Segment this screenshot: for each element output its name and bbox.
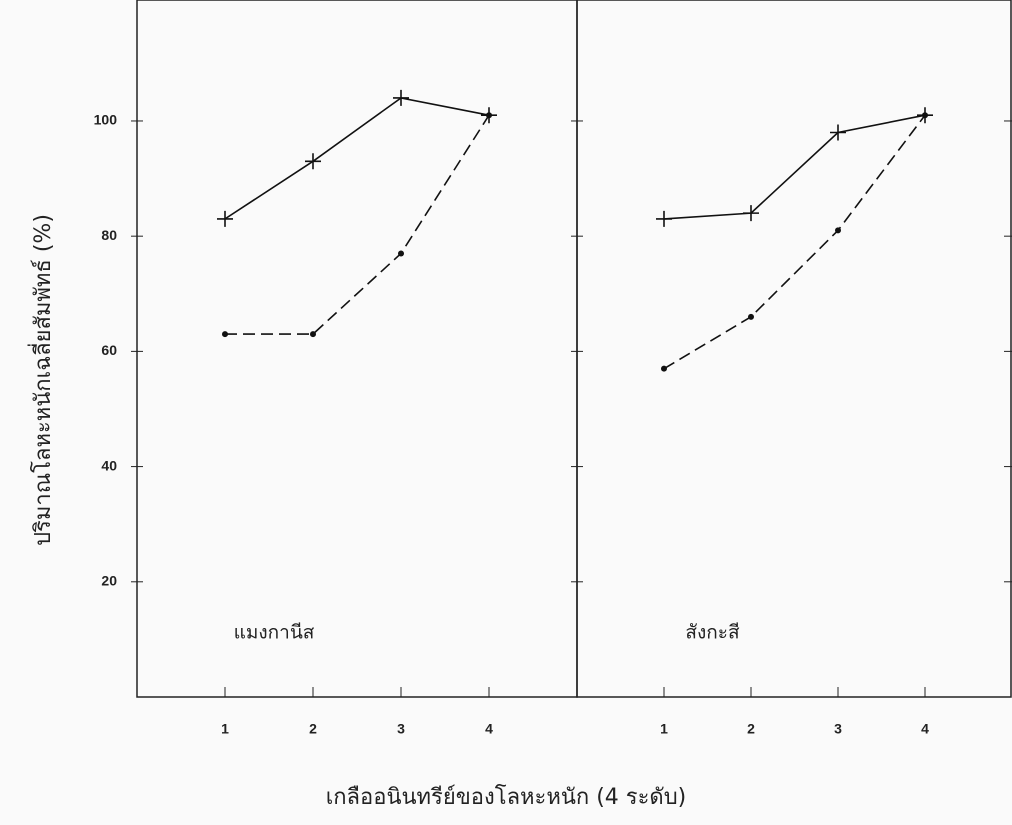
x-axis-label: เกลืออนินทรีย์ของโลหะหนัก (4 ระดับ) [326, 784, 687, 810]
point [222, 331, 228, 337]
point [398, 250, 404, 256]
panel-label: แมงกานีส [234, 622, 315, 644]
panel-label: สังกะสี [685, 622, 740, 644]
x-tick-label: 3 [834, 721, 842, 737]
point [486, 112, 492, 118]
x-tick-label: 1 [660, 721, 668, 737]
y-tick-label: 40 [101, 457, 117, 473]
x-tick-label: 4 [921, 721, 929, 737]
x-tick-label: 2 [747, 721, 755, 737]
y-tick-label: 60 [101, 342, 117, 358]
point [922, 112, 928, 118]
y-axis-label: ปริมาณโลหะหนักเฉลี่ยสัมพัทธ์ (%) [27, 214, 56, 546]
point [310, 331, 316, 337]
y-tick-label: 20 [101, 572, 117, 588]
point [835, 227, 841, 233]
y-tick-label: 80 [101, 227, 117, 243]
point [661, 366, 667, 372]
x-tick-label: 1 [221, 721, 229, 737]
x-tick-label: 2 [309, 721, 317, 737]
background [0, 0, 1012, 825]
y-tick-label: 100 [94, 112, 118, 128]
x-tick-label: 3 [397, 721, 405, 737]
x-tick-label: 4 [485, 721, 493, 737]
point [748, 314, 754, 320]
chart: ปริมาณโลหะหนักเฉลี่ยสัมพัทธ์ (%) เกลืออน… [0, 0, 1012, 825]
